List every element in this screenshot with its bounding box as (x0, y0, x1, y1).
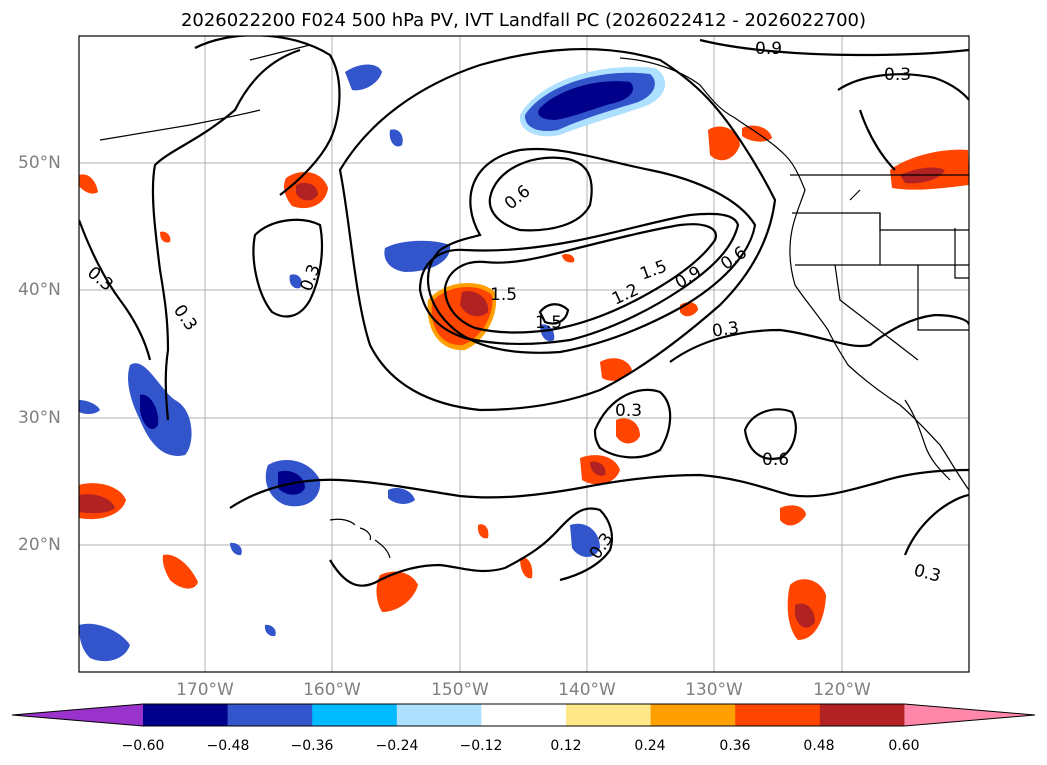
map-frame (78, 35, 970, 673)
colorbar-tick-label: −0.36 (290, 738, 334, 754)
colorbar-tick-label: −0.60 (121, 738, 165, 754)
longitude-label: 120°W (813, 680, 871, 700)
plot-title: 2026022200 F024 500 hPa PV, IVT Landfall… (180, 10, 867, 31)
colorbar-tick-label: 0.48 (803, 738, 835, 754)
contour-label: 0.9 (755, 39, 782, 59)
map-content: 0.9 0.3 0.6 0.3 0.3 0.3 1.5 1.5 1.5 1.2 … (79, 36, 969, 672)
colorbar-extend-low (12, 704, 143, 726)
longitude-label: 160°W (303, 680, 361, 700)
latitude-label: 40°N (18, 280, 61, 300)
latitude-label: 20°N (18, 535, 61, 555)
colorbar-tick-label: 0.12 (550, 738, 582, 754)
longitude-label: 150°W (431, 680, 489, 700)
colorbar-swatch (312, 704, 398, 726)
colorbar-swatch (566, 704, 652, 726)
colorbar-tick-label: 0.60 (888, 738, 920, 754)
colorbar-tick-label: 0.36 (719, 738, 751, 754)
graticule (79, 36, 969, 672)
contour-label: 1.5 (490, 285, 517, 305)
latitude-label: 50°N (18, 153, 61, 173)
longitude-label: 140°W (558, 680, 616, 700)
colorbar-swatch (819, 704, 905, 726)
colorbar-swatch (481, 704, 567, 726)
latitude-label: 30°N (18, 408, 61, 428)
colorbar (11, 703, 1036, 727)
contour-label: 0.3 (615, 401, 642, 421)
contour-label: 0.6 (762, 450, 789, 470)
colorbar-extend-high (904, 704, 1035, 726)
colorbar-tick-label: −0.12 (459, 738, 503, 754)
colorbar-swatch (227, 704, 313, 726)
colorbar-outline (11, 703, 1036, 727)
colorbar-tick-label: 0.24 (634, 738, 666, 754)
colorbar-tick-label: −0.48 (206, 738, 250, 754)
colorbar-tick-label: −0.24 (375, 738, 419, 754)
longitude-label: 130°W (685, 680, 743, 700)
contour-label: 0.3 (884, 65, 911, 85)
contour-label: 1.5 (535, 313, 562, 333)
pv-contours (79, 36, 969, 587)
colorbar-swatch (396, 704, 482, 726)
longitude-label: 170°W (176, 680, 234, 700)
colorbar-swatch (650, 704, 736, 726)
colorbar-swatch (143, 704, 229, 726)
contour-label: 0.3 (711, 318, 741, 342)
colorbar-swatch (735, 704, 821, 726)
